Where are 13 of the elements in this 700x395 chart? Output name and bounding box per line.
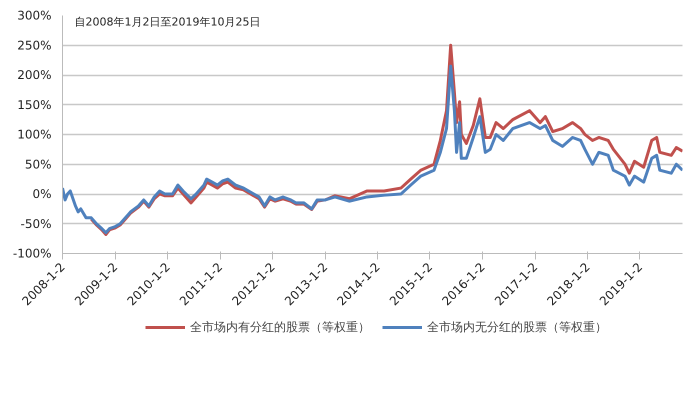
y-tick-label: 0% — [32, 187, 52, 201]
y-tick-label: 250% — [17, 38, 52, 52]
y-tick-label: -50% — [20, 216, 52, 231]
y-tick-label: 50% — [24, 157, 52, 172]
y-tick-label: 200% — [17, 68, 52, 82]
legend-label: 全市场内无分红的股票（等权重） — [427, 318, 607, 336]
y-tick-label: 100% — [17, 128, 52, 142]
y-tick-label: 150% — [17, 98, 52, 112]
y-tick-label: -100% — [12, 246, 52, 260]
annotation: 自2008年1月2日至2019年10月25日 — [74, 16, 260, 29]
legend-label: 全市场内有分红的股票（等权重） — [190, 318, 370, 336]
y-tick-label: 300% — [17, 8, 52, 22]
line-series — [62, 64, 682, 234]
